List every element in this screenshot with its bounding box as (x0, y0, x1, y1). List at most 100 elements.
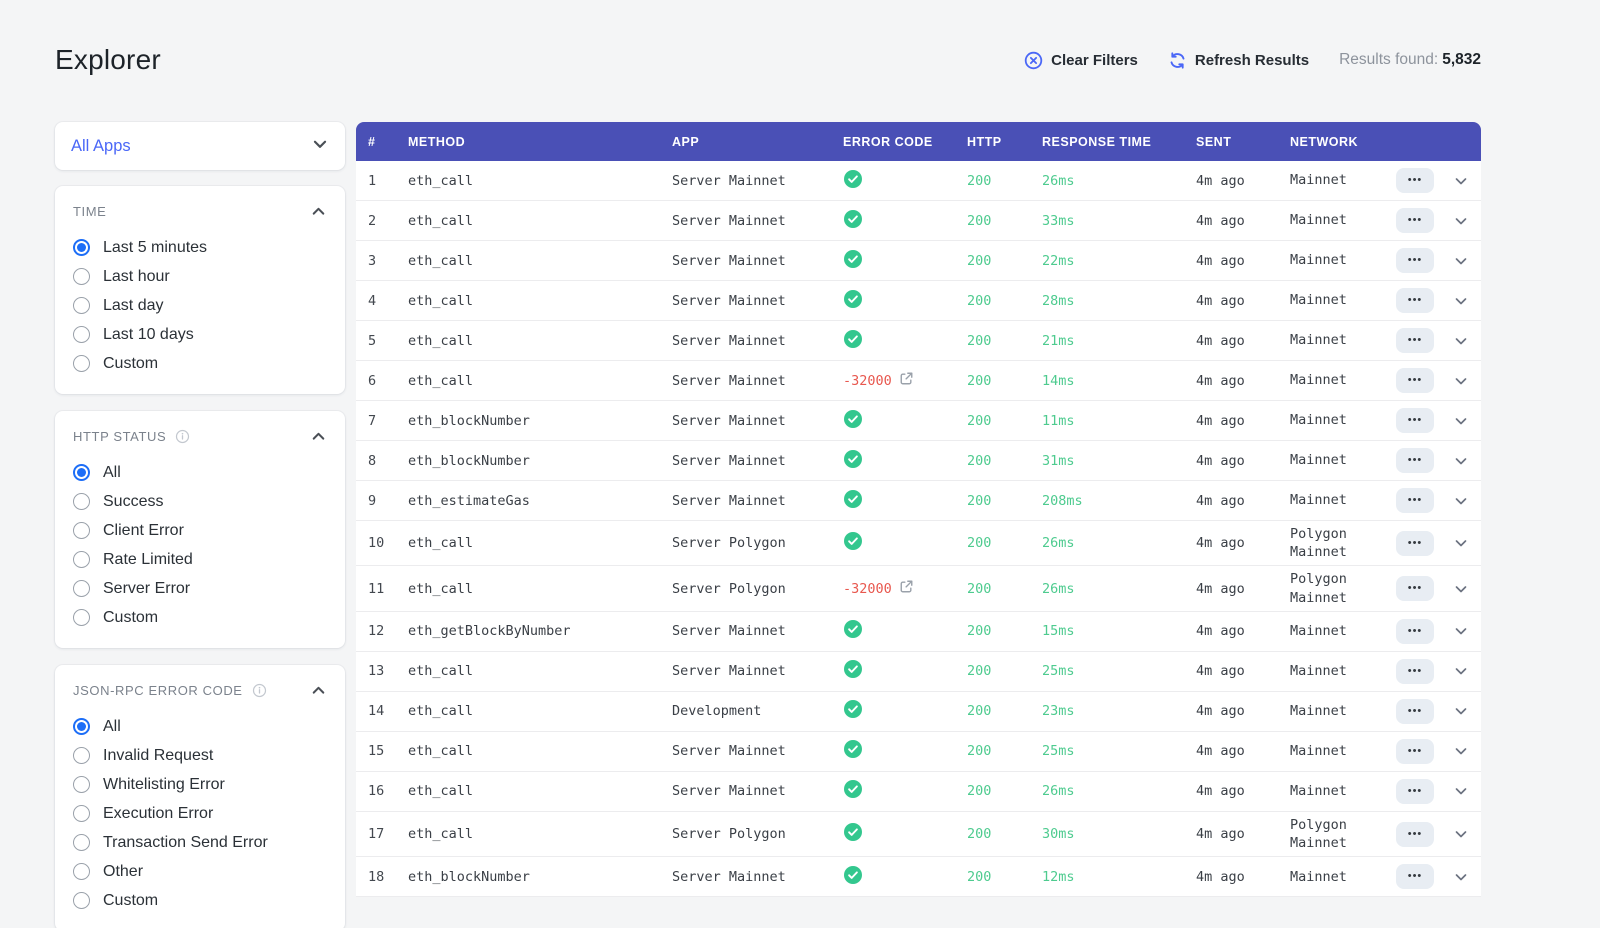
row-expand-chevron-icon[interactable] (1453, 581, 1469, 597)
row-expand-chevron-icon[interactable] (1453, 333, 1469, 349)
row-expand-chevron-icon[interactable] (1453, 826, 1469, 842)
radio-option-custom[interactable]: Custom (73, 349, 327, 378)
table-row[interactable]: 1 eth_call Server Mainnet 200 26ms 4m ago Main… (356, 161, 1481, 201)
app-cell: Server Mainnet (672, 372, 786, 389)
row-menu-button[interactable]: ••• (1396, 168, 1434, 193)
row-menu-button[interactable]: ••• (1396, 576, 1434, 602)
row-expand-chevron-icon[interactable] (1453, 213, 1469, 229)
refresh-results-button[interactable]: Refresh Results (1168, 51, 1309, 70)
external-link-icon[interactable] (899, 371, 914, 390)
row-menu-button[interactable]: ••• (1396, 778, 1434, 804)
table-body: 1 eth_call Server Mainnet 200 26ms 4m ago Main… (356, 161, 1481, 898)
row-menu-button[interactable]: ••• (1396, 448, 1434, 473)
network-cell: Mainnet (1290, 412, 1347, 429)
radio-option-last-5-minutes[interactable]: Last 5 minutes (73, 233, 327, 262)
row-menu-button[interactable]: ••• (1396, 658, 1434, 684)
chevron-up-icon[interactable] (310, 203, 327, 220)
info-icon[interactable] (252, 683, 267, 698)
row-expand-chevron-icon[interactable] (1453, 253, 1469, 269)
table-row[interactable]: 16 eth_call Server Mainnet 200 26ms 4m ago Mai… (356, 771, 1481, 812)
table-row[interactable]: 2 eth_call Server Mainnet 200 33ms 4m ago Main… (356, 201, 1481, 241)
table-row[interactable]: 18 eth_blockNumber Server Mainnet 200 12ms 4m… (356, 857, 1481, 898)
row-expand-chevron-icon[interactable] (1453, 869, 1469, 885)
row-expand-chevron-icon[interactable] (1453, 293, 1469, 309)
row-number: 13 (368, 663, 385, 680)
row-expand-chevron-icon[interactable] (1453, 173, 1469, 189)
table-row[interactable]: 11 eth_call Server Polygon -32000 200 26ms 4m … (356, 566, 1481, 612)
row-menu-button[interactable]: ••• (1396, 821, 1434, 847)
table-row[interactable]: 9 eth_estimateGas Server Mainnet 200 208ms 4m… (356, 481, 1481, 521)
radio-option-custom[interactable]: Custom (73, 603, 327, 632)
clear-filters-button[interactable]: Clear Filters (1024, 51, 1138, 70)
network-cell: Mainnet (1290, 252, 1347, 269)
row-expand-chevron-icon[interactable] (1453, 703, 1469, 719)
network-cell: Mainnet (1290, 703, 1347, 720)
table-row[interactable]: 14 eth_call Development 200 23ms 4m ago Mainne… (356, 691, 1481, 732)
info-icon[interactable] (175, 429, 190, 444)
filter-panel-title-http-status: HTTP STATUS (73, 429, 167, 444)
row-menu-button[interactable]: ••• (1396, 698, 1434, 724)
row-expand-chevron-icon[interactable] (1453, 535, 1469, 551)
row-expand-chevron-icon[interactable] (1453, 413, 1469, 429)
network-cell: Mainnet (1290, 372, 1347, 389)
row-number: 12 (368, 623, 385, 640)
sent-cell: 4m ago (1196, 623, 1245, 640)
radio-option-execution-error[interactable]: Execution Error (73, 799, 327, 828)
table-row[interactable]: 17 eth_call Server Polygon 200 30ms 4m ago Pol… (356, 811, 1481, 858)
row-expand-chevron-icon[interactable] (1453, 663, 1469, 679)
row-expand-chevron-icon[interactable] (1453, 743, 1469, 759)
row-expand-chevron-icon[interactable] (1453, 783, 1469, 799)
chevron-up-icon[interactable] (310, 428, 327, 445)
row-menu-button[interactable]: ••• (1396, 368, 1434, 393)
table-row[interactable]: 3 eth_call Server Mainnet 200 22ms 4m ago Main… (356, 241, 1481, 281)
table-row[interactable]: 12 eth_getBlockByNumber Server Mainnet 200 1… (356, 611, 1481, 652)
chevron-up-icon[interactable] (310, 682, 327, 699)
table-row[interactable]: 10 eth_call Server Polygon 200 26ms 4m ago Pol… (356, 521, 1481, 567)
row-menu-button[interactable]: ••• (1396, 408, 1434, 433)
radio-option-invalid-request[interactable]: Invalid Request (73, 741, 327, 770)
table-row[interactable]: 15 eth_call Server Mainnet 200 25ms 4m ago Mai… (356, 731, 1481, 772)
radio-option-success[interactable]: Success (73, 487, 327, 516)
table-row[interactable]: 4 eth_call Server Mainnet 200 28ms 4m ago Main… (356, 281, 1481, 321)
row-expand-chevron-icon[interactable] (1453, 623, 1469, 639)
row-menu-button[interactable]: ••• (1396, 738, 1434, 764)
app-cell: Server Mainnet (672, 252, 786, 269)
radio-option-last-hour[interactable]: Last hour (73, 262, 327, 291)
error-code-cell (843, 695, 967, 727)
radio-option-all[interactable]: All (73, 458, 327, 487)
radio-option-rate-limited[interactable]: Rate Limited (73, 545, 327, 574)
row-menu-button[interactable]: ••• (1396, 248, 1434, 273)
sent-cell: 4m ago (1196, 252, 1245, 269)
row-menu-button[interactable]: ••• (1396, 328, 1434, 353)
row-expand-chevron-icon[interactable] (1453, 373, 1469, 389)
app-cell: Server Mainnet (672, 292, 786, 309)
table-row[interactable]: 13 eth_call Server Mainnet 200 25ms 4m ago Mai… (356, 651, 1481, 692)
app-filter-select[interactable]: All Apps (55, 122, 345, 170)
table-row[interactable]: 6 eth_call Server Mainnet -32000 200 14ms 4m a… (356, 361, 1481, 401)
row-number: 1 (368, 172, 377, 189)
row-menu-button[interactable]: ••• (1396, 488, 1434, 513)
radio-option-other[interactable]: Other (73, 857, 327, 886)
row-menu-button[interactable]: ••• (1396, 864, 1434, 890)
row-menu-button[interactable]: ••• (1396, 288, 1434, 313)
external-link-icon[interactable] (899, 579, 914, 598)
method-cell: eth_call (408, 332, 474, 349)
http-status-cell: 200 (967, 826, 992, 843)
radio-option-last-day[interactable]: Last day (73, 291, 327, 320)
row-menu-button[interactable]: ••• (1396, 208, 1434, 233)
radio-unselected-icon (73, 268, 90, 285)
radio-option-client-error[interactable]: Client Error (73, 516, 327, 545)
radio-option-transaction-send-error[interactable]: Transaction Send Error (73, 828, 327, 857)
table-row[interactable]: 5 eth_call Server Mainnet 200 21ms 4m ago Main… (356, 321, 1481, 361)
row-menu-button[interactable]: ••• (1396, 618, 1434, 644)
table-row[interactable]: 8 eth_blockNumber Server Mainnet 200 31ms 4m … (356, 441, 1481, 481)
table-row[interactable]: 7 eth_blockNumber Server Mainnet 200 11ms 4m … (356, 401, 1481, 441)
row-expand-chevron-icon[interactable] (1453, 453, 1469, 469)
row-menu-button[interactable]: ••• (1396, 530, 1434, 556)
radio-option-server-error[interactable]: Server Error (73, 574, 327, 603)
radio-option-last-10-days[interactable]: Last 10 days (73, 320, 327, 349)
radio-option-whitelisting-error[interactable]: Whitelisting Error (73, 770, 327, 799)
row-expand-chevron-icon[interactable] (1453, 493, 1469, 509)
radio-option-custom[interactable]: Custom (73, 886, 327, 915)
radio-option-all[interactable]: All (73, 712, 327, 741)
